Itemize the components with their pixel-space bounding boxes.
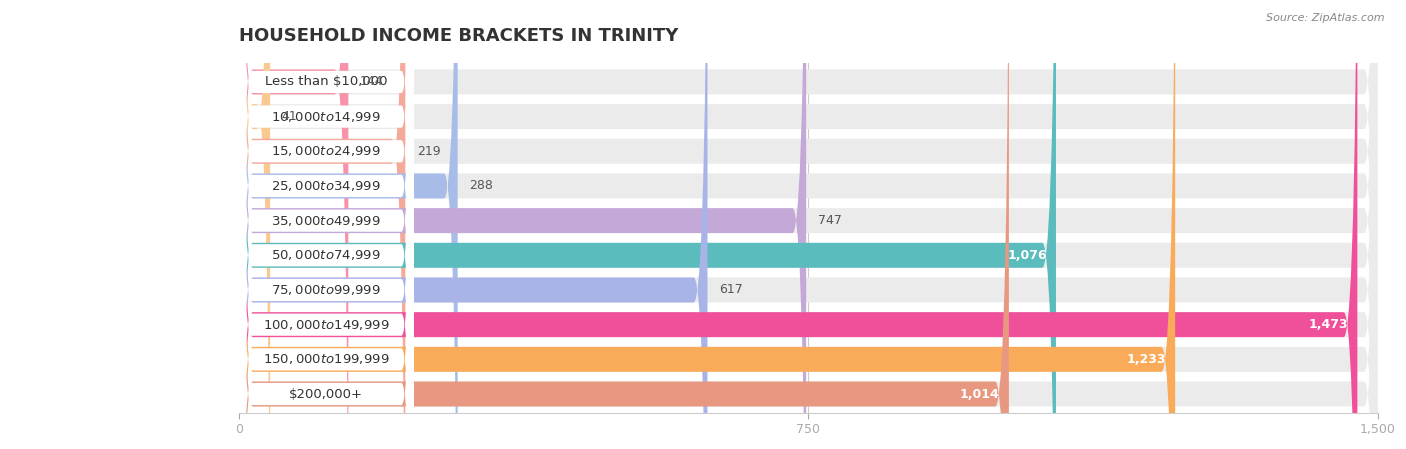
Text: $100,000 to $149,999: $100,000 to $149,999: [263, 317, 389, 332]
FancyBboxPatch shape: [239, 0, 413, 449]
Text: 219: 219: [416, 145, 440, 158]
Text: Source: ZipAtlas.com: Source: ZipAtlas.com: [1267, 13, 1385, 23]
Text: $50,000 to $74,999: $50,000 to $74,999: [271, 248, 381, 262]
FancyBboxPatch shape: [239, 0, 1378, 449]
Text: $25,000 to $34,999: $25,000 to $34,999: [271, 179, 381, 193]
FancyBboxPatch shape: [239, 0, 1378, 449]
FancyBboxPatch shape: [239, 0, 413, 449]
FancyBboxPatch shape: [239, 0, 1378, 449]
FancyBboxPatch shape: [239, 0, 413, 449]
FancyBboxPatch shape: [239, 0, 1010, 449]
FancyBboxPatch shape: [239, 0, 413, 449]
FancyBboxPatch shape: [239, 0, 1378, 449]
FancyBboxPatch shape: [239, 0, 413, 449]
FancyBboxPatch shape: [239, 0, 1378, 449]
Text: $15,000 to $24,999: $15,000 to $24,999: [271, 144, 381, 158]
Text: HOUSEHOLD INCOME BRACKETS IN TRINITY: HOUSEHOLD INCOME BRACKETS IN TRINITY: [239, 27, 678, 45]
Text: 1,233: 1,233: [1126, 353, 1166, 366]
Text: 288: 288: [470, 180, 494, 193]
FancyBboxPatch shape: [239, 0, 413, 449]
FancyBboxPatch shape: [239, 0, 1056, 449]
FancyBboxPatch shape: [239, 0, 707, 449]
Text: 1,473: 1,473: [1309, 318, 1348, 331]
Text: 617: 617: [718, 283, 742, 296]
Text: 1,076: 1,076: [1007, 249, 1047, 262]
FancyBboxPatch shape: [239, 0, 349, 449]
Text: $75,000 to $99,999: $75,000 to $99,999: [271, 283, 381, 297]
FancyBboxPatch shape: [239, 0, 806, 449]
FancyBboxPatch shape: [239, 0, 1378, 449]
FancyBboxPatch shape: [239, 0, 458, 449]
FancyBboxPatch shape: [239, 0, 405, 449]
Text: Less than $10,000: Less than $10,000: [266, 75, 388, 88]
Text: $35,000 to $49,999: $35,000 to $49,999: [271, 214, 381, 228]
FancyBboxPatch shape: [239, 0, 1378, 449]
FancyBboxPatch shape: [239, 0, 1378, 449]
Text: $10,000 to $14,999: $10,000 to $14,999: [271, 110, 381, 123]
FancyBboxPatch shape: [239, 0, 1378, 449]
Text: 747: 747: [817, 214, 841, 227]
Text: $200,000+: $200,000+: [290, 387, 363, 401]
FancyBboxPatch shape: [239, 0, 1378, 449]
Text: 1,014: 1,014: [960, 387, 1000, 401]
FancyBboxPatch shape: [239, 0, 1175, 449]
FancyBboxPatch shape: [239, 0, 413, 449]
FancyBboxPatch shape: [239, 0, 1357, 449]
Text: $150,000 to $199,999: $150,000 to $199,999: [263, 352, 389, 366]
Text: 41: 41: [281, 110, 297, 123]
FancyBboxPatch shape: [239, 0, 413, 449]
FancyBboxPatch shape: [239, 0, 413, 449]
FancyBboxPatch shape: [239, 0, 413, 449]
Text: 144: 144: [360, 75, 384, 88]
FancyBboxPatch shape: [239, 0, 270, 449]
